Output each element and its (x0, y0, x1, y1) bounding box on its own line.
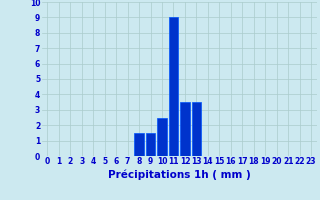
Bar (157, 117, 167, 156)
Bar (134, 133, 144, 156)
Bar (180, 102, 190, 156)
Bar (192, 102, 201, 156)
X-axis label: Précipitations 1h ( mm ): Précipitations 1h ( mm ) (108, 169, 251, 180)
Bar (169, 17, 178, 156)
Bar (146, 133, 156, 156)
